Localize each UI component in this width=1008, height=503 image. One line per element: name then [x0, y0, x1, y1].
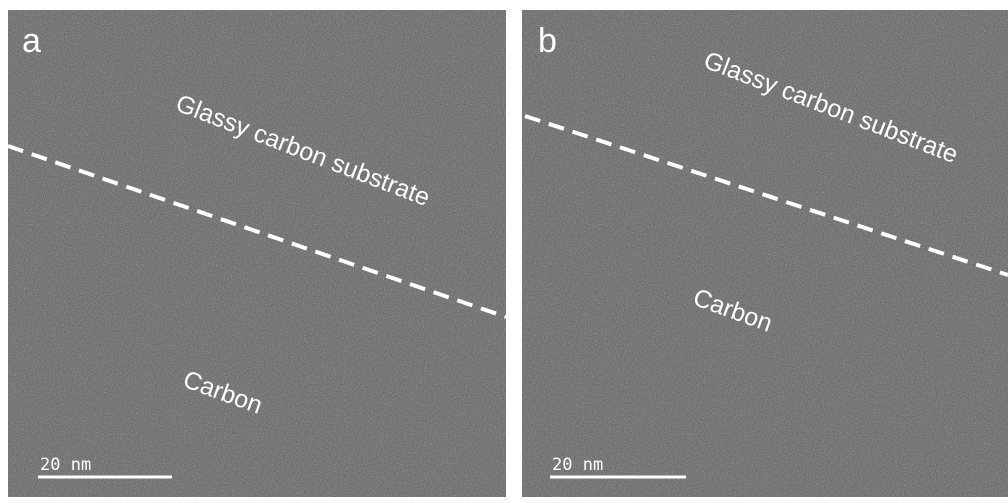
panel-label: b [538, 22, 557, 60]
texture [8, 10, 506, 497]
page: a Glassy carbon substrate Carbon 20 nm b… [0, 0, 1008, 503]
scale-bar-label: 20 nm [552, 455, 603, 475]
panel-b: b Glassy carbon substrate Carbon 20 nm [522, 10, 1008, 497]
figure: a Glassy carbon substrate Carbon 20 nm b… [0, 0, 1008, 503]
panel-label: a [22, 22, 41, 60]
panel-a: a Glassy carbon substrate Carbon 20 nm [8, 10, 506, 497]
scale-bar-label: 20 nm [40, 455, 91, 475]
